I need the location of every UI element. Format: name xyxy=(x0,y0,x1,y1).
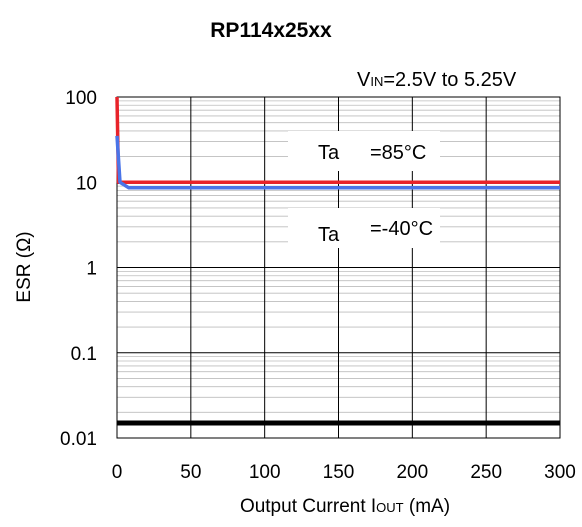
annotation-85-box xyxy=(288,131,440,171)
x-tick-label: 50 xyxy=(180,462,201,483)
condition-label: VIN=2.5V to 5.25V xyxy=(357,69,517,91)
y-tick-label: 10 xyxy=(76,173,97,194)
y-tick-label: 1 xyxy=(86,259,97,280)
x-tick-label: 0 xyxy=(112,462,123,483)
x-tick-label: 150 xyxy=(323,462,355,483)
x-tick-label: 300 xyxy=(544,462,576,483)
series-line-1 xyxy=(115,135,560,190)
annotation-85: Ta =85°C xyxy=(318,142,426,164)
series-layer xyxy=(115,96,560,426)
x-tick-labels: 0 50 100 150 200 250 300 xyxy=(112,462,576,483)
x-tick-label: 200 xyxy=(396,462,428,483)
chart-title: RP114x25xx xyxy=(210,19,332,42)
x-tick-label: 100 xyxy=(249,462,281,483)
y-axis-label: ESR (Ω) xyxy=(14,231,35,302)
y-tick-labels: 100 10 1 0.1 0.01 xyxy=(60,88,97,450)
x-tick-label: 250 xyxy=(470,462,502,483)
plot-area-frame xyxy=(116,96,561,439)
y-tick-label: 0.01 xyxy=(60,429,97,450)
y-tick-label: 0.1 xyxy=(71,344,97,365)
y-tick-label: 100 xyxy=(65,88,97,109)
x-axis-label: Output Current IOUT (mA) xyxy=(240,496,450,517)
annotation-minus40-box xyxy=(288,208,440,248)
annotation-minus40: Ta =-40°C xyxy=(318,218,433,246)
